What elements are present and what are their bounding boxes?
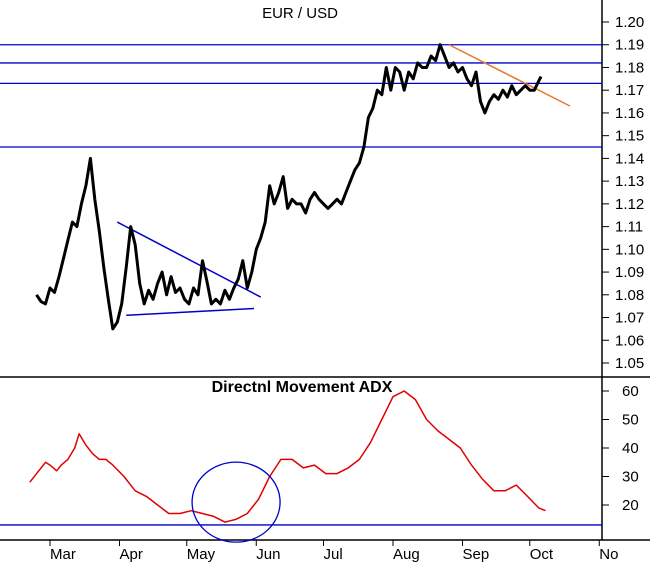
adx-series-group [29, 390, 546, 523]
price-series-line [35, 43, 543, 331]
adx-y-tick-label: 50 [622, 412, 639, 429]
adx-y-tick-label: 30 [622, 469, 639, 486]
price-y-tick-label: 1.11 [615, 219, 643, 236]
price-y-tick-label: 1.15 [615, 128, 644, 145]
adx-y-tick-label: 40 [622, 440, 639, 457]
price-chart-title: EUR / USD [262, 5, 338, 22]
price-y-tick-label: 1.12 [615, 196, 644, 213]
price-y-axis-ticks: 1.20 1.19 1.18 1.17 1.16 1.15 1.14 1.13 1.12 1.11… [602, 14, 644, 372]
price-y-tick-label: 1.06 [615, 332, 644, 349]
time-tick-label: Mar [50, 546, 76, 563]
price-trendline [448, 44, 571, 107]
adx-chart-title: Directnl Movement ADX [212, 379, 393, 396]
time-tick-label: May [187, 546, 216, 563]
adx-annotation-circle [191, 461, 281, 543]
price-y-tick-label: 1.08 [615, 287, 644, 304]
price-y-tick-label: 1.17 [615, 82, 644, 99]
price-y-tick-label: 1.07 [615, 310, 644, 327]
time-tick-label: Jul [324, 546, 343, 563]
adx-annotations [191, 461, 281, 543]
price-y-tick-label: 1.10 [615, 241, 644, 258]
price-trendline [126, 307, 255, 317]
price-y-tick-label: 1.14 [615, 150, 644, 167]
price-horizontal-levels [0, 44, 602, 148]
time-tick-label: Oct [530, 546, 554, 563]
adx-y-axis-ticks: 60 50 40 30 20 [602, 383, 639, 514]
time-axis-ticks: bMarAprMayJunJulAugSepOctNo [49, 540, 618, 563]
axes-frame [0, 0, 650, 541]
time-tick-label: Sep [463, 546, 490, 563]
adx-y-tick-label: 60 [622, 383, 639, 400]
price-trendlines [116, 44, 571, 317]
adx-series-line [29, 390, 546, 523]
price-y-tick-label: 1.09 [615, 264, 644, 281]
time-tick-label: Jun [256, 546, 280, 563]
price-y-tick-label: 1.20 [615, 14, 644, 31]
time-tick-label: Aug [393, 546, 420, 563]
time-tick-label: Apr [120, 546, 143, 563]
price-y-tick-label: 1.16 [615, 105, 644, 122]
price-series-group [35, 43, 543, 331]
adx-y-tick-label: 20 [622, 497, 639, 514]
price-y-tick-label: 1.13 [615, 173, 644, 190]
price-y-tick-label: 1.18 [615, 59, 644, 76]
price-y-tick-label: 1.19 [615, 37, 644, 54]
price-y-tick-label: 1.05 [615, 355, 644, 372]
time-tick-label: No [599, 546, 618, 563]
